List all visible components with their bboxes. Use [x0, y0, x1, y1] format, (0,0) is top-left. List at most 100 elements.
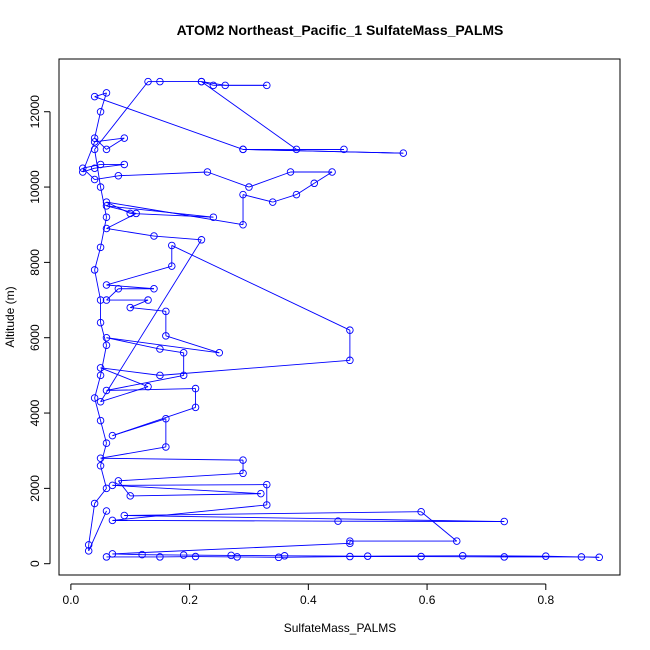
data-point [458, 552, 467, 560]
data-point [162, 307, 170, 316]
series-line-segment [100, 217, 107, 248]
data-point [209, 213, 218, 221]
series-line-segment [94, 375, 101, 399]
data-point [239, 469, 247, 478]
data-point [132, 209, 140, 218]
series-line-segment [88, 510, 107, 552]
series-line-segment [100, 367, 149, 388]
data-point [120, 511, 129, 520]
series-line-segment [243, 148, 404, 154]
data-point [239, 145, 247, 154]
y-tick-label: 10000 [28, 170, 42, 204]
series-line-segment [100, 457, 244, 461]
series-line-segment [545, 555, 600, 558]
data-point [78, 168, 87, 176]
series-line-segment [278, 556, 350, 558]
data-point [346, 552, 354, 561]
series-layer [78, 77, 603, 562]
data-point [191, 552, 200, 561]
data-point [108, 516, 117, 525]
data-point [108, 431, 117, 440]
series-line-segment [94, 137, 125, 143]
y-tick-label: 4000 [28, 399, 42, 426]
data-point [96, 318, 105, 327]
data-point [144, 382, 152, 391]
data-point [197, 236, 206, 244]
series-line-segment [88, 503, 96, 545]
data-point [215, 349, 224, 357]
data-point [90, 499, 99, 508]
data-point [179, 551, 188, 559]
data-point [114, 285, 123, 293]
y-axis: 0 2000 4000 6000 8000 10000 12000 [28, 95, 51, 567]
data-point [96, 454, 105, 462]
series-line-segment [106, 201, 131, 214]
series-line-segment [100, 420, 107, 444]
series-line-segment [201, 81, 214, 86]
series-line-segment [100, 446, 166, 459]
data-point [114, 477, 123, 485]
data-point [156, 371, 164, 380]
data-point [286, 168, 295, 176]
series-line-segment [207, 171, 250, 188]
series-line-segment [171, 245, 351, 331]
data-point [245, 183, 253, 191]
series-line-segment [100, 465, 107, 489]
data-point [179, 371, 188, 380]
data-point [90, 164, 99, 172]
series-line-segment [420, 511, 458, 542]
data-point [102, 213, 111, 221]
data-point [346, 537, 354, 545]
data-point [90, 266, 99, 274]
data-point [417, 552, 425, 561]
series-line-segment [100, 345, 107, 376]
data-point [227, 551, 235, 560]
data-point [156, 553, 164, 561]
x-tick-label: 0.2 [181, 593, 198, 607]
series-line-segment [106, 288, 119, 301]
series-line-segment [106, 388, 196, 391]
series-line-segment [248, 171, 291, 188]
data-point [96, 243, 105, 252]
data-point [168, 262, 176, 270]
data-point [102, 202, 111, 210]
data-point [179, 349, 188, 357]
series-line-segment [201, 81, 226, 86]
data-point [453, 537, 461, 545]
data-point [209, 81, 218, 90]
data-point [191, 403, 200, 412]
data-point [417, 507, 425, 516]
data-point [108, 481, 117, 490]
data-point [542, 552, 550, 560]
series-line-segment [124, 515, 505, 522]
data-point [96, 160, 105, 169]
data-point [96, 296, 105, 304]
data-point [203, 168, 212, 176]
series-line-segment [94, 92, 107, 98]
data-point [126, 492, 134, 500]
data-point [90, 138, 99, 146]
data-point [346, 326, 354, 334]
data-point [78, 164, 87, 172]
series-line-segment [94, 137, 107, 150]
series-line-segment [242, 194, 273, 203]
series-line-segment [159, 359, 350, 376]
y-tick-label: 8000 [28, 249, 42, 276]
data-point [90, 394, 99, 402]
data-point [90, 145, 99, 154]
data-point [197, 77, 206, 86]
data-point [577, 553, 586, 561]
series-line-segment [106, 374, 184, 391]
plot-frame [58, 58, 621, 576]
series-line-segment [94, 397, 101, 421]
data-point [263, 81, 271, 90]
series-line-segment [106, 265, 172, 286]
series-line-segment [130, 307, 166, 312]
series-line-segment [112, 542, 350, 555]
data-point [239, 220, 247, 229]
data-point [363, 552, 372, 560]
series-line-segment [94, 111, 101, 139]
x-axis-label: SulfateMass_PALMS [284, 621, 397, 635]
data-point [334, 517, 342, 525]
